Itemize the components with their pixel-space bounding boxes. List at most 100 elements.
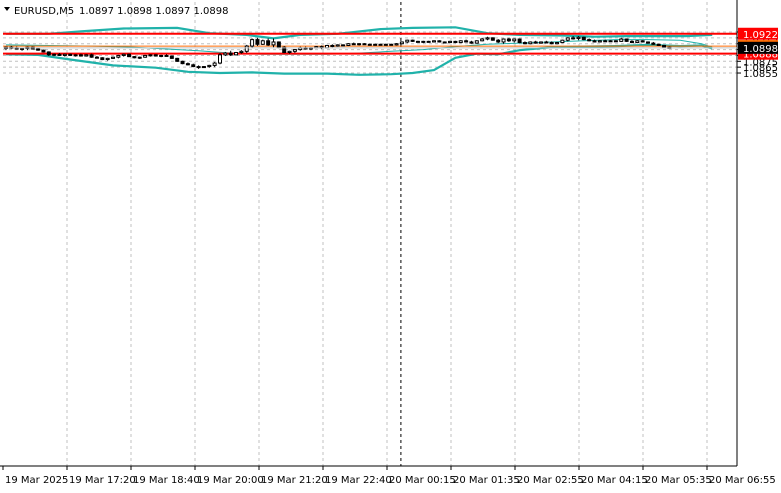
candle-body [73,54,78,57]
candle-body [84,54,89,57]
candle [458,40,463,44]
candle [175,57,180,62]
candle [244,44,249,54]
candle [255,37,260,47]
ohlc-values: 1.0897 1.0898 1.0897 1.0898 [79,6,229,17]
candle-body [469,41,474,44]
candle [501,38,506,44]
candle [292,48,297,54]
candle-body [437,40,442,43]
candle-body [169,55,174,59]
candle-body [185,63,190,66]
candle [94,56,99,59]
candle [453,40,458,44]
candle [405,39,410,44]
candle [357,43,362,46]
candle [266,38,271,47]
candle [132,56,137,59]
candle [346,43,351,47]
candle-body [159,54,164,57]
candle [635,40,640,44]
candle-body [46,51,51,56]
candle-body [651,42,656,45]
candle [201,65,206,69]
chart-header: EURUSD,M5 1.0897 1.0898 1.0897 1.0898 [4,6,229,17]
candle-body [137,56,142,59]
candle [116,54,121,59]
candle-body [410,39,415,42]
candle-body [522,42,527,45]
candle-body [592,40,597,43]
price-tag-label: 1.0888 [743,50,778,61]
candle [373,43,378,46]
time-tick-label: 20 Mar 06:55 [709,475,776,486]
candle [341,44,346,47]
candle [581,36,586,41]
candle [287,50,292,54]
candle [276,41,281,49]
candle-body [105,57,110,61]
price-axis: 1.09251.09151.09051.08951.08851.08751.08… [3,0,778,466]
candle-body [367,43,372,46]
candle [185,62,190,66]
candle [608,40,613,43]
candle-body [271,41,276,46]
candle [46,51,51,57]
time-tick-label: 20 Mar 01:35 [453,475,520,486]
bollinger-upper-band [6,26,713,40]
candle [437,40,442,43]
candle [522,41,527,45]
candle [464,39,469,43]
candle [137,56,142,59]
candle-body [362,43,367,46]
candle-body [394,43,399,46]
candle [394,43,399,46]
candle [143,54,148,58]
candle-body [78,54,83,57]
candle [105,57,110,61]
candle [148,54,153,57]
candle-body [389,43,394,46]
price-tag-1.0922 [738,27,778,40]
price-tick-label: 1.0855 [743,69,778,80]
candle-body [36,48,41,51]
candle [218,53,222,65]
candle-body [228,52,233,56]
time-tick-label: 20 Mar 00:15 [389,475,456,486]
candle [78,53,83,57]
candle-body [464,40,469,43]
candle [640,40,645,43]
candle-body [351,43,356,46]
candle [159,54,164,58]
candle [52,53,57,57]
candle-body [346,43,351,46]
dropdown-triangle-icon[interactable] [4,7,10,11]
candle [496,39,501,44]
candle [212,61,217,68]
candle [351,42,356,46]
candle-body [640,40,645,43]
candle-body [212,62,217,66]
candle [196,65,201,69]
candle-body [539,41,543,44]
candle [335,44,340,47]
candle-body [341,44,346,47]
candle-body [175,57,180,62]
candle [191,63,196,68]
horizontal-lines [3,32,737,55]
candle [549,41,554,45]
candle [389,43,394,46]
candle-body [544,41,549,44]
candle-body [480,38,485,42]
candle [127,53,132,58]
current-price-label: 1.0898 [743,44,778,55]
candle-body [448,40,453,44]
candle [544,40,549,44]
candle-body [127,53,132,58]
candle-body [373,43,378,46]
candle [383,43,388,46]
candle-body [89,54,94,58]
candle [415,40,420,43]
